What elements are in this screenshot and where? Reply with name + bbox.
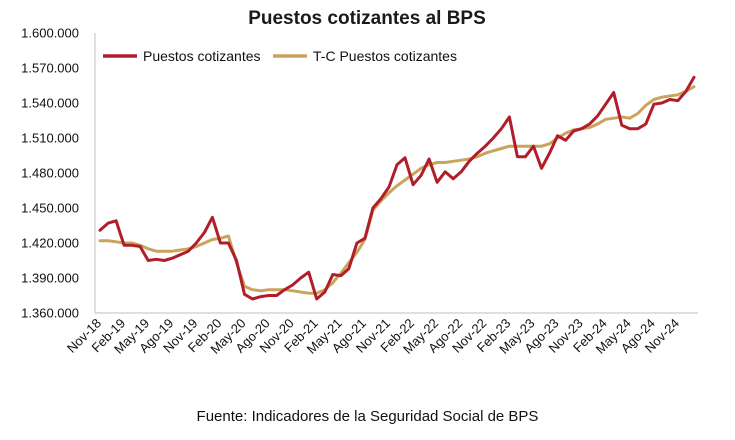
series-layer <box>98 75 696 301</box>
legend-label: Puestos cotizantes <box>143 48 261 64</box>
y-tick-label: 1.360.000 <box>21 306 79 321</box>
legend-label: T-C Puestos cotizantes <box>313 48 457 64</box>
x-axis: Nov-18Feb-19May-19Ago-19Nov-19Feb-20May-… <box>64 312 698 357</box>
chart-title: Puestos cotizantes al BPS <box>248 8 486 29</box>
y-tick-label: 1.450.000 <box>21 201 79 216</box>
y-axis: 1.360.000 1.390.000 1.420.000 1.450.000 1.48… <box>21 26 96 321</box>
series-line-tc-puestos-cotizantes <box>98 85 696 295</box>
y-tick-label: 1.510.000 <box>21 131 79 146</box>
y-tick-label: 1.420.000 <box>21 236 79 251</box>
y-tick-label: 1.540.000 <box>21 96 79 111</box>
y-tick-label: 1.600.000 <box>21 26 79 41</box>
legend: Puestos cotizantes T-C Puestos cotizantes <box>103 48 457 64</box>
series-line-puestos-cotizantes <box>98 75 696 301</box>
y-tick-label: 1.390.000 <box>21 271 79 286</box>
y-tick-label: 1.570.000 <box>21 61 79 76</box>
y-tick-label: 1.480.000 <box>21 166 79 181</box>
chart-source: Fuente: Indicadores de la Seguridad Soci… <box>196 408 539 425</box>
